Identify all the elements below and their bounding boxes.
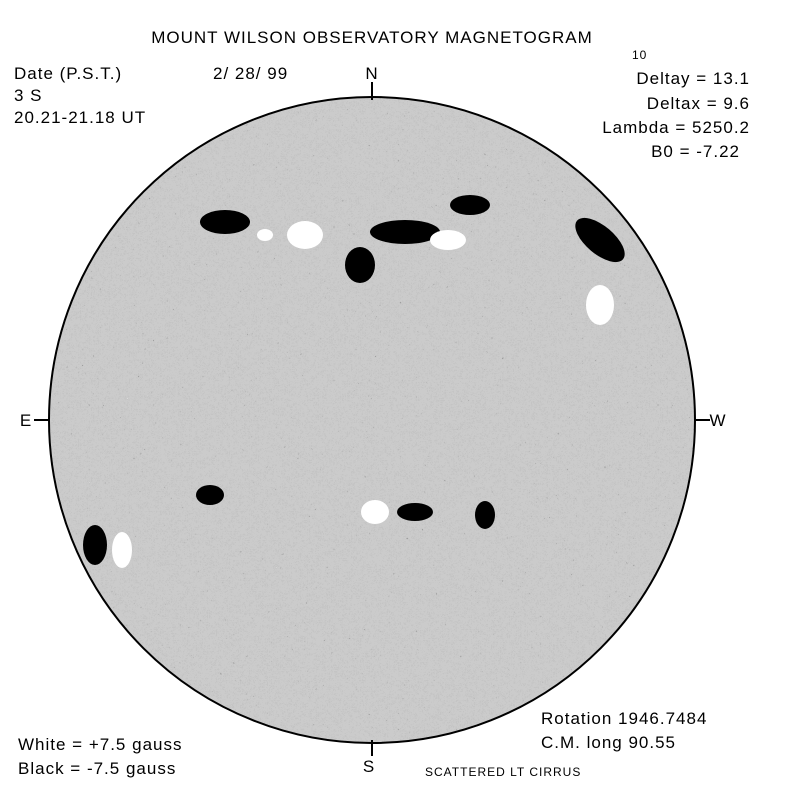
south: S [363,757,375,776]
param: Deltax = 9.6 [647,94,750,113]
param: Lambda = 5250.2 [602,118,750,137]
rotation: Rotation 1946.7484 [541,709,707,728]
north: N [365,64,378,83]
black-scale: Black = -7.5 gauss [18,759,176,778]
direction-ticks [34,82,710,756]
seeing: 3 S [14,86,43,105]
note: SCATTERED LT CIRRUS [425,765,581,779]
date: 2/ 28/ 99 [213,64,288,83]
param: Deltay = 13.1 [636,69,750,88]
date-label: Date (P.S.T.) [14,64,122,83]
cm-long: C.M. long 90.55 [541,733,676,752]
exponent: 10 [632,48,647,62]
time: 20.21-21.18 UT [14,108,146,127]
white-scale: White = +7.5 gauss [18,735,182,754]
title: MOUNT WILSON OBSERVATORY MAGNETOGRAM [151,28,593,47]
east: E [20,411,32,430]
solar-disk [49,97,695,743]
west: W [709,411,726,430]
param: B0 = -7.22 [651,142,740,161]
